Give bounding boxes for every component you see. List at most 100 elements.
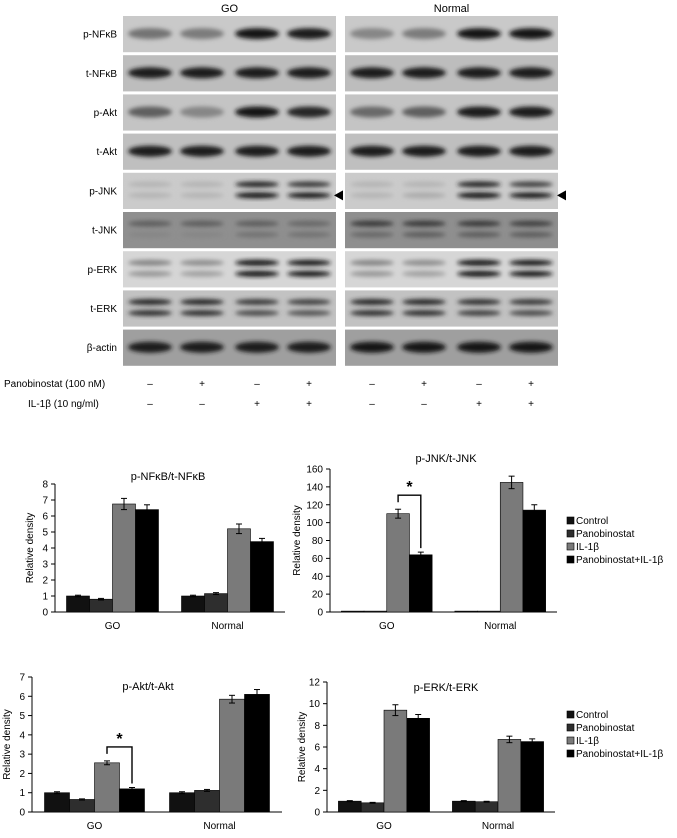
treatment-sign: –	[199, 399, 205, 410]
blot-band	[457, 310, 501, 316]
blot-band	[128, 231, 172, 238]
blot-band	[180, 220, 224, 227]
blot-band	[350, 145, 394, 157]
y-tick-label: 12	[309, 678, 321, 689]
chart-legend: Control Panobinostat IL-1β Panobinostat+IL-…	[566, 516, 663, 566]
blot-band	[235, 341, 279, 353]
blot-band	[180, 341, 224, 353]
x-tick-label: Normal	[211, 621, 243, 632]
bar	[360, 802, 385, 813]
blot-band	[235, 231, 279, 238]
blot-band	[287, 106, 331, 118]
legend-label: Panobinostat+IL-1β	[576, 555, 663, 566]
treatment-sign: –	[147, 399, 153, 410]
significance-bracket	[106, 746, 133, 784]
bar	[135, 509, 159, 613]
blot-band	[350, 341, 394, 353]
significance-star: *	[406, 479, 413, 496]
blot-group-label: Normal	[434, 3, 469, 15]
blot-band	[402, 220, 446, 227]
bar	[454, 610, 478, 613]
blot-band	[235, 181, 279, 188]
bar	[386, 513, 410, 613]
band-arrow-icon	[334, 190, 343, 201]
blot-band	[402, 181, 446, 188]
blot-band	[128, 67, 172, 79]
bar-chart: p-ERK/t-ERK 0 2 4 6 8 10 12 Relative density GO No…	[297, 678, 555, 832]
blot-band	[350, 310, 394, 316]
legend-swatch	[566, 749, 575, 758]
blot-band	[402, 106, 446, 118]
blot-band	[128, 310, 172, 316]
y-tick-label: 5	[19, 711, 25, 722]
blot-band	[509, 106, 553, 118]
blot-strip	[123, 172, 336, 209]
blot-band	[128, 106, 172, 118]
treatment-sign: –	[147, 379, 153, 390]
blot-band	[350, 270, 394, 277]
blot-band	[402, 231, 446, 238]
y-tick-label: 10	[309, 699, 321, 710]
blot-band	[457, 145, 501, 157]
treatment-sign: +	[528, 379, 534, 390]
y-tick-label: 2	[42, 576, 48, 587]
blot-band	[128, 145, 172, 157]
blot-band	[128, 28, 172, 40]
treatment-sign: +	[199, 379, 205, 390]
y-tick-label: 2	[19, 769, 25, 780]
treatment-sign: +	[476, 399, 482, 410]
blot-strip	[345, 172, 558, 209]
bar	[219, 698, 245, 813]
y-tick-label: 6	[314, 743, 320, 754]
blot-band	[350, 299, 394, 305]
blot-band	[287, 145, 331, 157]
blot-band	[180, 28, 224, 40]
blot-band	[457, 106, 501, 118]
blot-band	[457, 341, 501, 353]
bar	[227, 528, 251, 613]
blot-band	[402, 145, 446, 157]
y-tick-label: 1	[42, 592, 48, 603]
bar	[181, 595, 205, 613]
legend-label: Panobinostat	[576, 529, 635, 540]
bar	[409, 554, 433, 613]
chart-title: p-NFκB/t-NFκB	[131, 471, 206, 483]
blot-band	[509, 28, 553, 40]
blot-band	[128, 181, 172, 188]
bar-chart: p-NFκB/t-NFκB 0 1 2 3 4 5 6 7 8 Relative density GO…	[25, 471, 285, 632]
blot-band	[235, 192, 279, 199]
y-axis-label: Relative density	[292, 505, 303, 576]
blot-band	[350, 181, 394, 188]
y-tick-label: 100	[306, 518, 323, 529]
y-tick-label: 120	[306, 500, 323, 511]
blot-band	[180, 310, 224, 316]
treatment-sign: +	[254, 399, 260, 410]
blot-strip	[345, 290, 558, 327]
bar-chart: p-JNK/t-JNK 0 20 40 60 80 100 120 140 160 Relative…	[292, 453, 557, 632]
blot-band	[287, 67, 331, 79]
bar	[497, 739, 522, 813]
blot-band	[457, 220, 501, 227]
chart-title: p-ERK/t-ERK	[414, 682, 479, 694]
blot-strip	[123, 212, 336, 249]
blot-band	[509, 310, 553, 316]
blot-row-label: p-Akt	[94, 108, 118, 119]
y-tick-label: 80	[312, 536, 324, 547]
blot-band	[235, 28, 279, 40]
blot-band	[128, 259, 172, 266]
x-tick-label: GO	[87, 821, 103, 832]
blot-band	[350, 220, 394, 227]
western-blot-panel: GO Normal p-NFκB t-NFκB p-Akt t-Akt p-JNK t-JNK…	[4, 3, 566, 410]
x-tick-label: Normal	[482, 821, 514, 832]
bar	[363, 610, 388, 613]
legend-label: IL-1β	[576, 736, 599, 747]
legend-label: Control	[576, 710, 608, 721]
blot-band	[180, 259, 224, 266]
blot-band	[287, 270, 331, 277]
bar	[94, 762, 120, 813]
y-tick-label: 4	[42, 544, 48, 555]
treatment-sign: –	[476, 379, 482, 390]
blot-band	[457, 259, 501, 266]
blot-band	[457, 192, 501, 199]
